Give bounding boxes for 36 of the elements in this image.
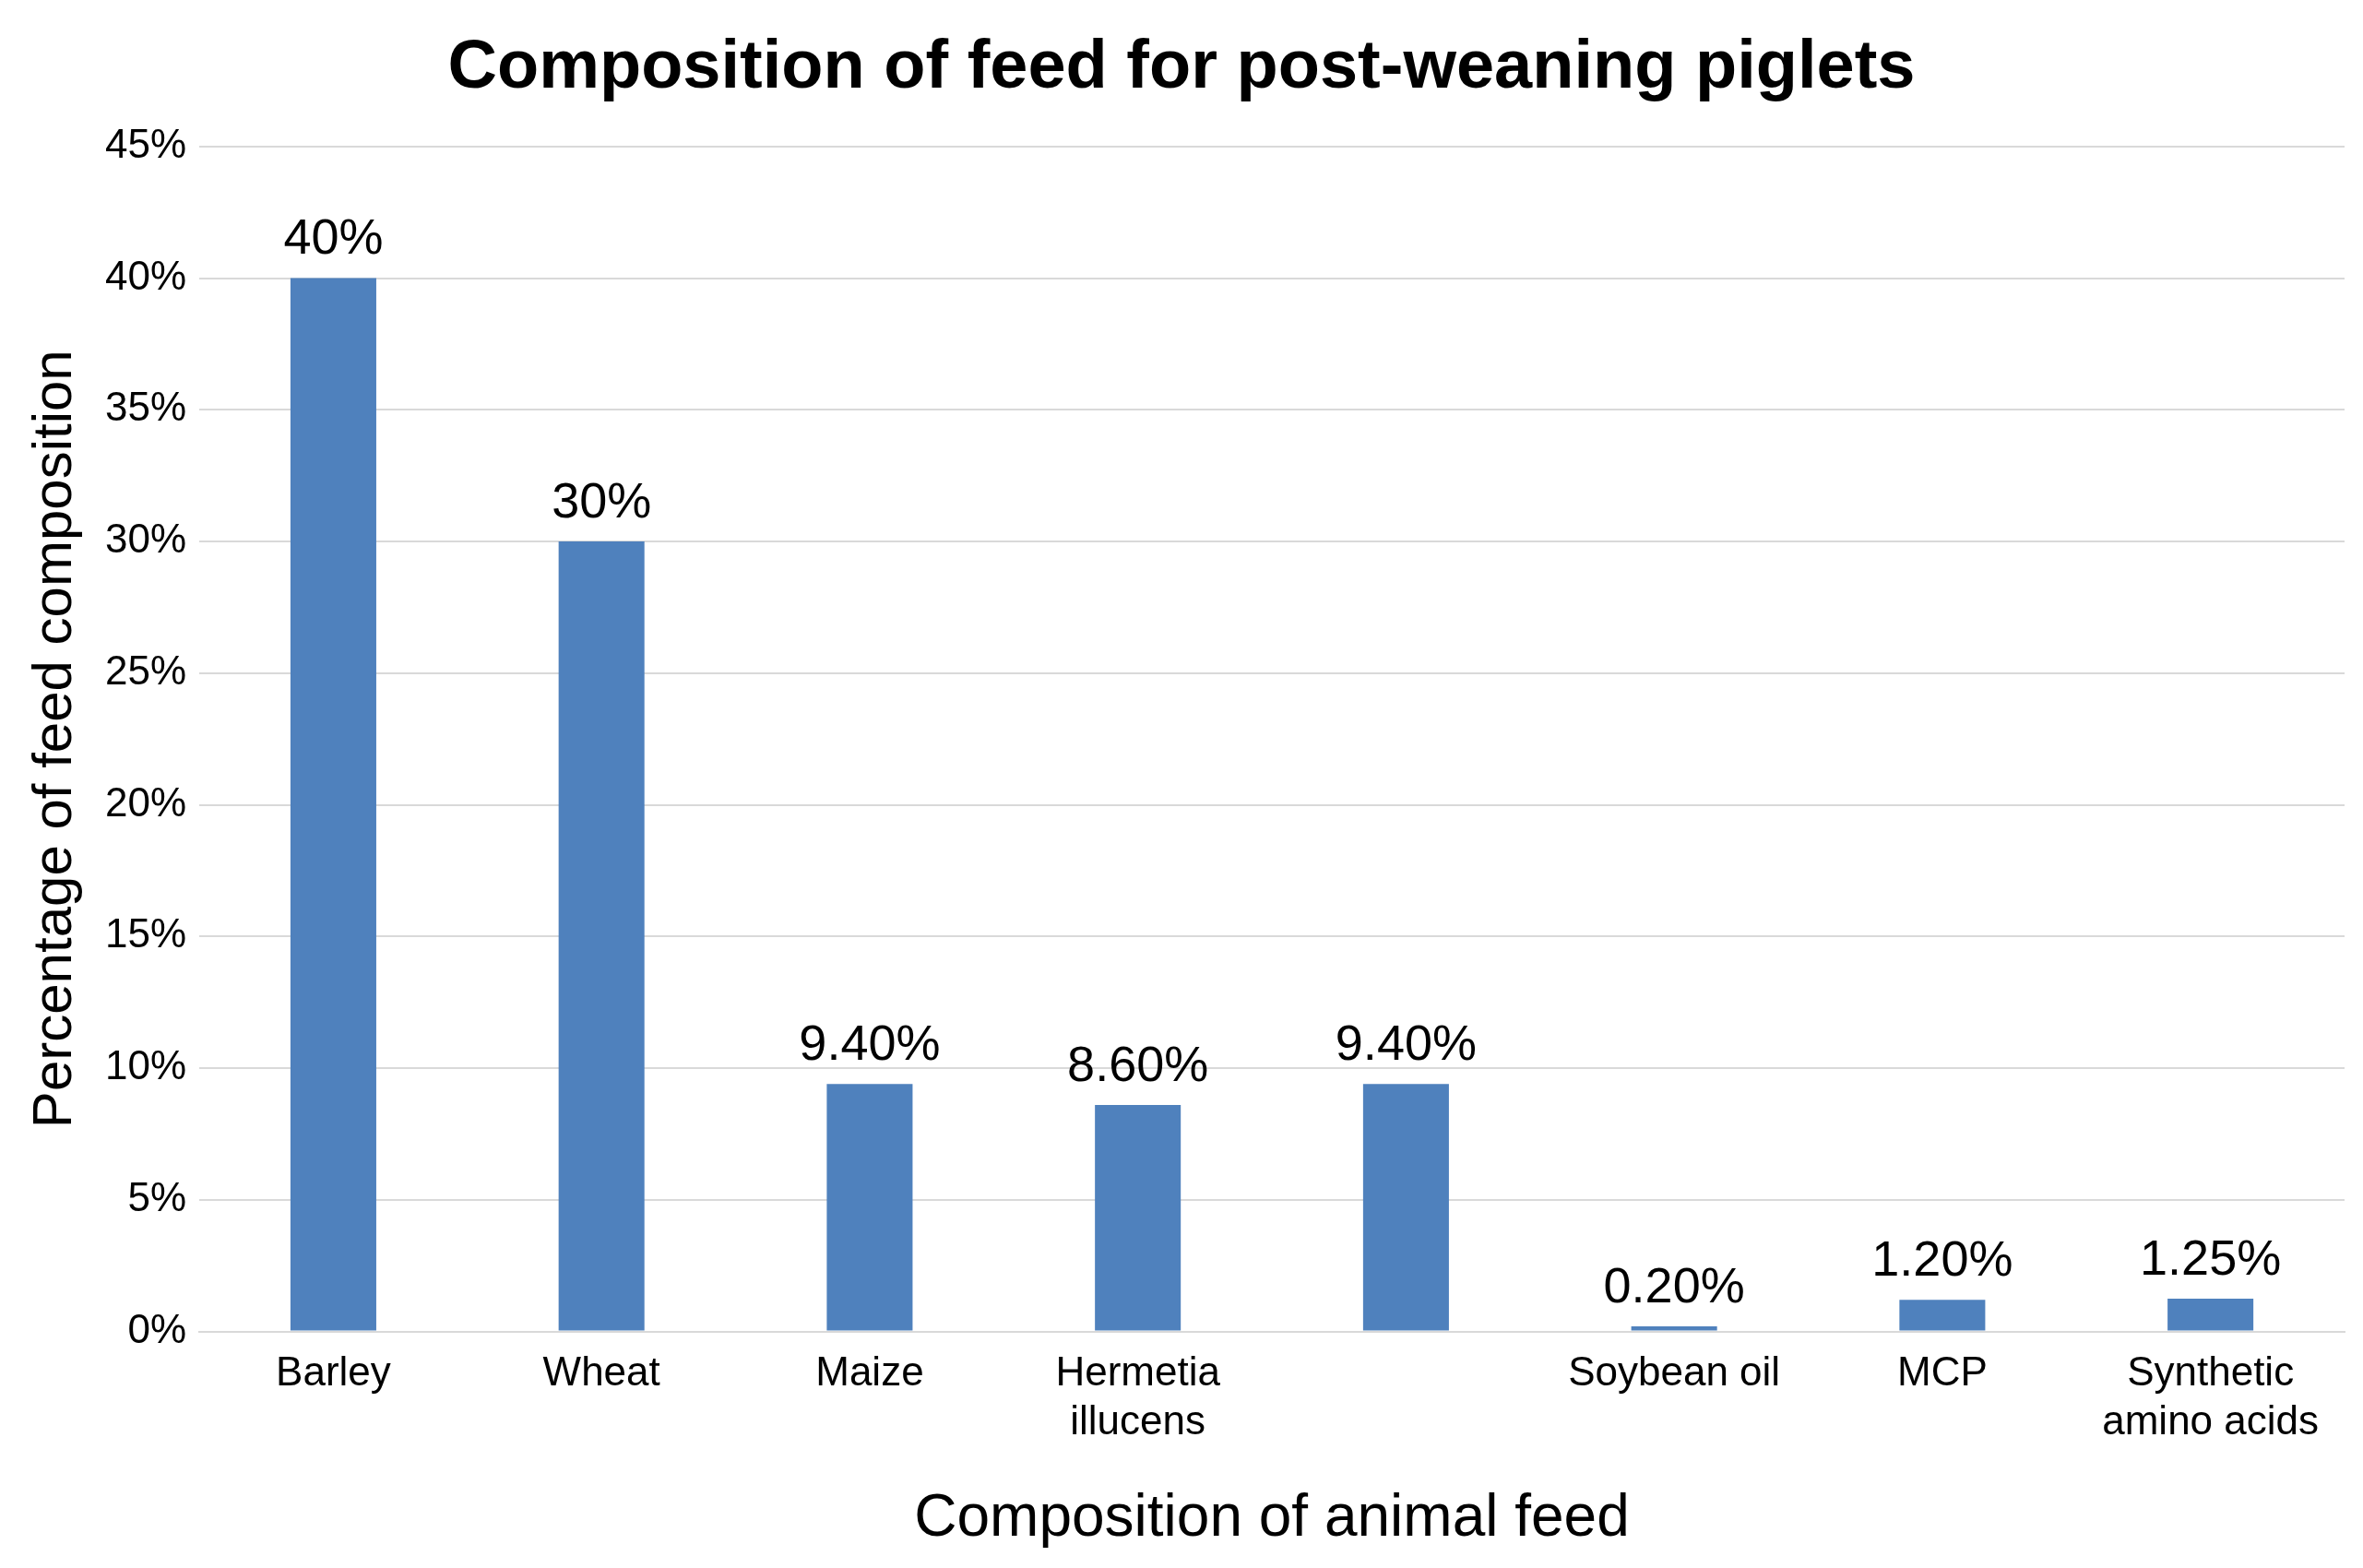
- x-tick-label: MCP: [1897, 1348, 1988, 1395]
- bar: [1631, 1325, 1717, 1331]
- x-tick-label: Synthetic amino acids: [2102, 1348, 2320, 1443]
- x-tick-label: Soybean oil: [1568, 1348, 1781, 1395]
- bar: [1899, 1300, 1986, 1331]
- y-tick-label: 20%: [104, 778, 187, 825]
- y-tick-label: 40%: [104, 252, 187, 298]
- y-tick-label: 35%: [104, 384, 187, 430]
- data-label: 1.20%: [1871, 1230, 2013, 1287]
- data-label: 1.25%: [2140, 1229, 2282, 1285]
- y-tick-label: 30%: [104, 516, 187, 562]
- y-tick-label: 25%: [104, 647, 187, 693]
- data-label: 9.40%: [799, 1015, 941, 1071]
- bar: [1362, 1084, 1449, 1331]
- y-tick-label: 0%: [127, 1305, 187, 1351]
- bar: [1095, 1105, 1182, 1331]
- chart-title: Composition of feed for post-weaning piglets: [447, 25, 1916, 102]
- data-label: 40%: [283, 208, 384, 265]
- bar: [558, 541, 645, 1331]
- y-tick-label: 15%: [104, 910, 187, 956]
- x-tick-label: Hermetia illucens: [1055, 1348, 1221, 1443]
- y-tick-label: 45%: [104, 120, 187, 166]
- x-tick-label: Wheat: [542, 1348, 660, 1395]
- data-label: 0.20%: [1603, 1256, 1745, 1313]
- x-tick-label: Maize: [815, 1348, 924, 1395]
- y-tick-label: 10%: [104, 1042, 187, 1088]
- bar: [290, 278, 376, 1331]
- bar: [826, 1084, 913, 1331]
- bar: [2167, 1298, 2254, 1331]
- data-label: 30%: [552, 471, 652, 528]
- x-tick-label: Barley: [276, 1348, 391, 1395]
- y-tick-label: 5%: [127, 1173, 187, 1219]
- data-label: 9.40%: [1335, 1015, 1477, 1071]
- data-label: 8.60%: [1067, 1035, 1209, 1091]
- y-axis-title: Percentage of feed composition: [20, 350, 83, 1129]
- x-axis-title: Composition of animal feed: [914, 1482, 1630, 1550]
